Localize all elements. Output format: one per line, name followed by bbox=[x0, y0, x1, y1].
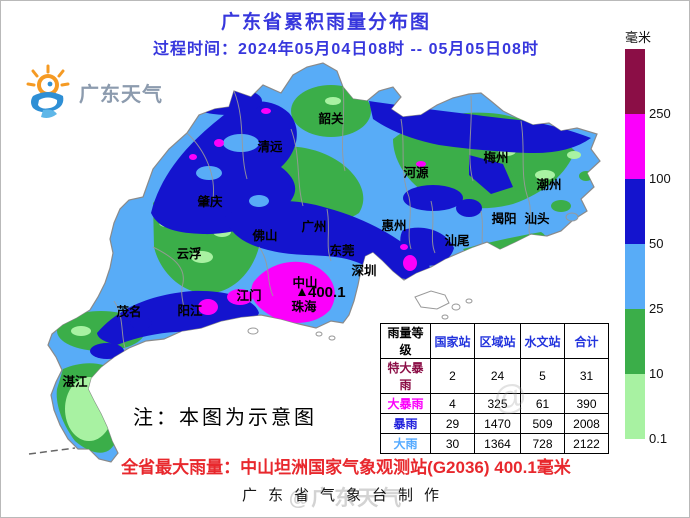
max-marker-triangle bbox=[298, 288, 306, 296]
legend-label-10: 10 bbox=[649, 366, 664, 381]
table-row-暴雨: 暴雨 29 1470 509 2008 bbox=[380, 413, 609, 434]
city-label-茂名: 茂名 bbox=[116, 304, 141, 319]
time-range-subtitle: 过程时间：2024年05月04日08时 -- 05月05日08时 bbox=[153, 41, 539, 58]
station-count-cell: 5 bbox=[520, 358, 565, 394]
station-count-cell: 4 bbox=[430, 393, 475, 414]
city-label-汕尾: 汕尾 bbox=[444, 233, 470, 248]
station-count-cell: 1364 bbox=[474, 433, 521, 454]
table-header-cell: 雨量等级 bbox=[380, 323, 431, 359]
islands bbox=[247, 212, 579, 341]
city-label-深圳: 深圳 bbox=[351, 263, 376, 278]
rainfall-stats-table: 雨量等级 国家站 区域站 水文站 合计 特大暴雨 2 24 5 31 大暴雨 4 325 61 390 暴雨… bbox=[380, 323, 609, 454]
city-label-中山: 中山 bbox=[292, 275, 317, 290]
city-label-汕头: 汕头 bbox=[524, 211, 550, 226]
station-count-cell: 728 bbox=[520, 433, 565, 454]
city-label-江门: 江门 bbox=[236, 288, 261, 303]
producer-text: 广东省气象台制作 bbox=[241, 487, 450, 504]
max-rainfall-marker: 400.1 bbox=[298, 284, 346, 301]
city-label-东莞: 东莞 bbox=[329, 243, 355, 258]
rain-region-50-100 bbox=[90, 87, 591, 359]
table-header-cell: 水文站 bbox=[520, 323, 565, 359]
disclaimer-note: 注：本图为示意图 bbox=[133, 407, 317, 429]
table-header: 雨量等级 国家站 区域站 水文站 合计 bbox=[380, 323, 609, 359]
table-row-大暴雨: 大暴雨 4 325 61 390 bbox=[380, 393, 609, 414]
station-count-cell: 2 bbox=[430, 358, 475, 394]
legend-label-250: 250 bbox=[649, 106, 671, 121]
rain-level-cell: 大雨 bbox=[380, 433, 431, 454]
legend-label-50: 50 bbox=[649, 236, 664, 251]
station-count-cell: 2122 bbox=[564, 433, 609, 454]
legend-label-100: 100 bbox=[649, 171, 671, 186]
legend-segment-0.1 bbox=[625, 374, 645, 439]
strait-dashed-line bbox=[28, 447, 76, 455]
table-header-cell: 国家站 bbox=[430, 323, 475, 359]
station-count-cell: 390 bbox=[564, 393, 609, 414]
station-count-cell: 30 bbox=[430, 433, 475, 454]
legend-label-25: 25 bbox=[649, 301, 664, 316]
rain-level-cell: 特大暴雨 bbox=[380, 358, 431, 394]
rain-level-cell: 暴雨 bbox=[380, 413, 431, 434]
rain-region-25-50-patches bbox=[196, 134, 269, 207]
table-header-cell: 合计 bbox=[564, 323, 609, 359]
legend-segment-250 bbox=[625, 49, 645, 114]
city-label-潮州: 潮州 bbox=[536, 177, 561, 192]
legend-segment-50 bbox=[625, 179, 645, 244]
city-label-清远: 清远 bbox=[257, 139, 283, 154]
logo-text: 广东天气 bbox=[79, 83, 163, 106]
city-label-佛山: 佛山 bbox=[251, 228, 277, 243]
city-label-珠海: 珠海 bbox=[291, 299, 317, 314]
page-title: 广东省累积雨量分布图 bbox=[220, 12, 431, 33]
city-label-河源: 河源 bbox=[403, 165, 429, 180]
table-header-cell: 区域站 bbox=[474, 323, 521, 359]
station-count-cell: 1470 bbox=[474, 413, 521, 434]
rain-level-cell: 大暴雨 bbox=[380, 393, 431, 414]
station-count-cell: 2008 bbox=[564, 413, 609, 434]
station-count-cell: 509 bbox=[520, 413, 565, 434]
city-label-肇庆: 肇庆 bbox=[197, 194, 223, 209]
station-count-cell: 29 bbox=[430, 413, 475, 434]
table-row-大雨: 大雨 30 1364 728 2122 bbox=[380, 433, 609, 454]
city-label-惠州: 惠州 bbox=[381, 218, 406, 233]
city-label-云浮: 云浮 bbox=[176, 246, 201, 261]
city-label-揭阳: 揭阳 bbox=[491, 211, 516, 226]
table-row-特大暴雨: 特大暴雨 2 24 5 31 bbox=[380, 358, 609, 394]
city-label-阳江: 阳江 bbox=[177, 303, 203, 318]
city-label-韶关: 韶关 bbox=[318, 111, 344, 126]
legend-unit: 毫米 bbox=[625, 30, 652, 45]
guangdong-weather-logo: 广东天气 bbox=[19, 61, 169, 123]
legend-bar bbox=[625, 49, 645, 439]
city-label-湛江: 湛江 bbox=[62, 374, 88, 389]
legend-segment-10 bbox=[625, 309, 645, 374]
sun-cloud-icon bbox=[26, 64, 70, 118]
legend-segment-100 bbox=[625, 114, 645, 179]
max-rainfall-text: 全省最大雨量：中山坦洲国家气象观测站(G2036) 400.1毫米 bbox=[121, 458, 571, 477]
legend-label-0.1: 0.1 bbox=[649, 431, 668, 446]
city-label-广州: 广州 bbox=[301, 219, 326, 234]
station-count-cell: 31 bbox=[564, 358, 609, 394]
max-marker-value: 400.1 bbox=[308, 284, 346, 301]
legend: 毫米 250 100 50 25 10 0.1 bbox=[619, 27, 685, 457]
legend-segment-25 bbox=[625, 244, 645, 309]
city-label-梅州: 梅州 bbox=[483, 150, 508, 165]
watermark-text: @广东天气 bbox=[288, 487, 404, 510]
